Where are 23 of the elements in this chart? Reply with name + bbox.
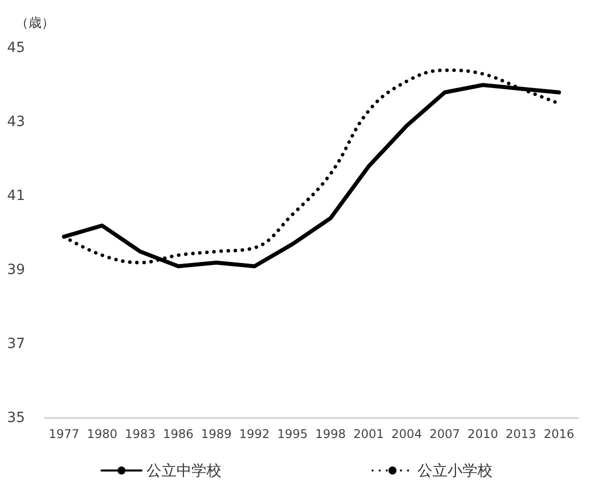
x-tick-label: 2007: [429, 427, 460, 441]
legend-label: 公立小学校: [418, 462, 492, 480]
x-tick-label: 1998: [315, 427, 346, 441]
x-tick-label: 2004: [391, 427, 422, 441]
x-tick-label: 2016: [544, 427, 574, 441]
y-tick-label: 39: [7, 262, 25, 278]
x-tick-label: 1980: [86, 427, 118, 441]
x-tick-label: 1983: [124, 427, 156, 441]
x-tick-label: 1989: [201, 427, 232, 441]
y-tick-label: 41: [7, 188, 25, 204]
x-tick-label: 1995: [277, 427, 308, 441]
legend-label: 公立中学校: [146, 462, 222, 480]
y-axis-title: （歳）: [16, 16, 54, 31]
y-tick-label: 37: [7, 336, 25, 352]
x-tick-label: 1986: [162, 427, 194, 441]
y-tick-label: 45: [7, 40, 25, 56]
x-tick-label: 2010: [468, 427, 498, 441]
x-tick-label: 2001: [353, 427, 384, 441]
y-tick-label: 35: [7, 410, 25, 426]
x-tick-label: 2013: [506, 427, 536, 441]
y-tick-label: 43: [7, 114, 25, 130]
x-tick-label: 1992: [239, 427, 270, 441]
x-tick-label: 1977: [48, 427, 80, 441]
